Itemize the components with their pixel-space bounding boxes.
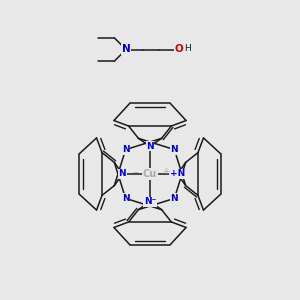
Text: N: N [122,145,129,154]
Text: O: O [175,44,184,55]
Text: −: − [131,167,138,176]
Text: +N: +N [170,169,185,178]
Text: Cu: Cu [143,169,157,179]
Text: N⁻: N⁻ [144,197,156,206]
Text: +: + [162,167,169,176]
Text: N: N [146,142,154,151]
Text: H: H [184,44,191,53]
Text: N: N [171,194,178,203]
Text: N: N [118,169,126,178]
Text: N: N [122,44,130,55]
Text: N: N [122,194,129,203]
Text: N: N [171,145,178,154]
